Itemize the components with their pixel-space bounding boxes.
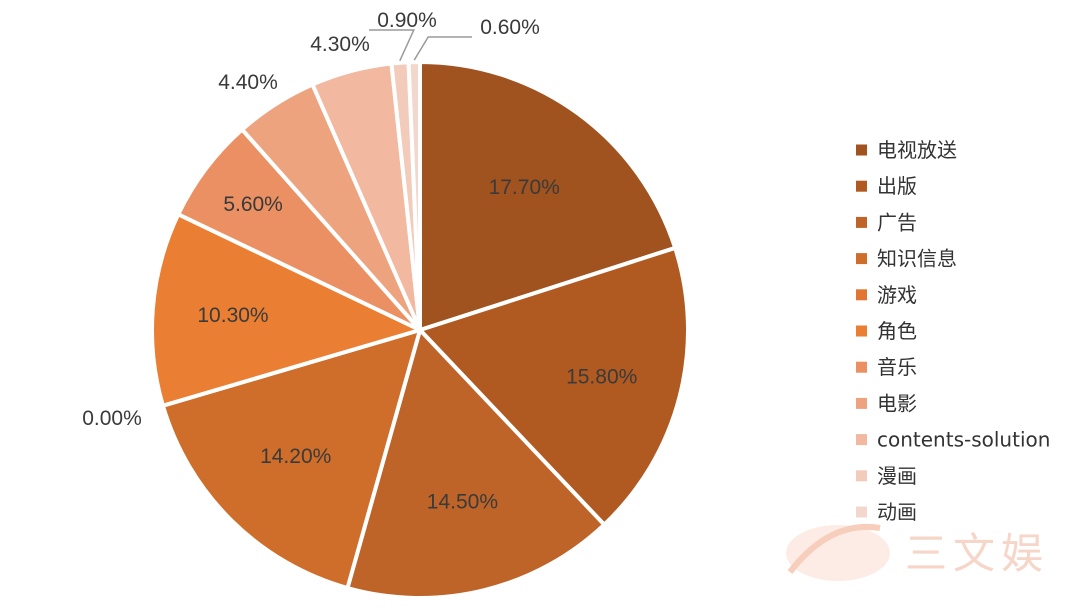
pie-slices — [150, 59, 690, 600]
pie-slice — [150, 212, 422, 408]
legend-label: 音乐 — [877, 355, 917, 379]
legend-swatch — [856, 506, 867, 518]
legend-swatch — [856, 144, 867, 156]
leader-line — [413, 36, 472, 61]
legend-swatch — [856, 216, 867, 228]
data-label: 4.30% — [310, 33, 370, 56]
data-label: 14.20% — [260, 445, 331, 468]
legend-swatch — [856, 325, 867, 337]
pie-slice — [345, 328, 607, 600]
legend-label: 电影 — [877, 391, 917, 415]
watermark-logo-icon — [786, 525, 890, 581]
legend-label: 游戏 — [877, 283, 917, 307]
data-label: 0.90% — [377, 9, 437, 32]
legend-label: 漫画 — [877, 464, 917, 488]
data-label: 14.50% — [427, 491, 498, 514]
data-label: 10.30% — [197, 304, 268, 327]
legend-label: 电视放送 — [877, 138, 957, 162]
watermark-swoosh-icon — [787, 524, 881, 574]
legend-swatch — [856, 397, 867, 409]
pie-slice — [418, 60, 678, 332]
data-label: 15.80% — [566, 366, 637, 389]
pie-slice — [406, 59, 422, 332]
data-label: 4.40% — [218, 71, 278, 94]
legend-label: 角色 — [877, 319, 917, 343]
data-label: 17.70% — [489, 176, 560, 199]
legend-label: 出版 — [877, 174, 917, 198]
data-labels: 17.70% 15.80% 14.50% 14.20% 0.00% 10.30% 5.60%… — [82, 9, 637, 514]
legend-swatch — [856, 470, 867, 482]
legend-swatch — [856, 253, 867, 265]
legend-swatch — [856, 361, 867, 373]
legend-label: 知识信息 — [877, 247, 957, 271]
watermark: 三文娱 — [786, 524, 1049, 581]
legend-label: 动画 — [877, 500, 917, 524]
legend-swatch — [856, 289, 867, 301]
watermark-text: 三文娱 — [905, 529, 1049, 578]
legend-swatch — [856, 180, 867, 192]
legend-swatch — [856, 434, 867, 446]
data-label: 0.60% — [480, 16, 540, 39]
pie-slice — [160, 328, 422, 591]
legend-label: 广告 — [877, 210, 917, 234]
pie-slice — [418, 245, 690, 527]
data-label: 0.00% — [82, 407, 142, 430]
data-label: 5.60% — [223, 193, 283, 216]
legend-label: contents-solution — [877, 428, 1050, 452]
leader-line — [369, 29, 415, 62]
leader-lines — [369, 29, 472, 62]
